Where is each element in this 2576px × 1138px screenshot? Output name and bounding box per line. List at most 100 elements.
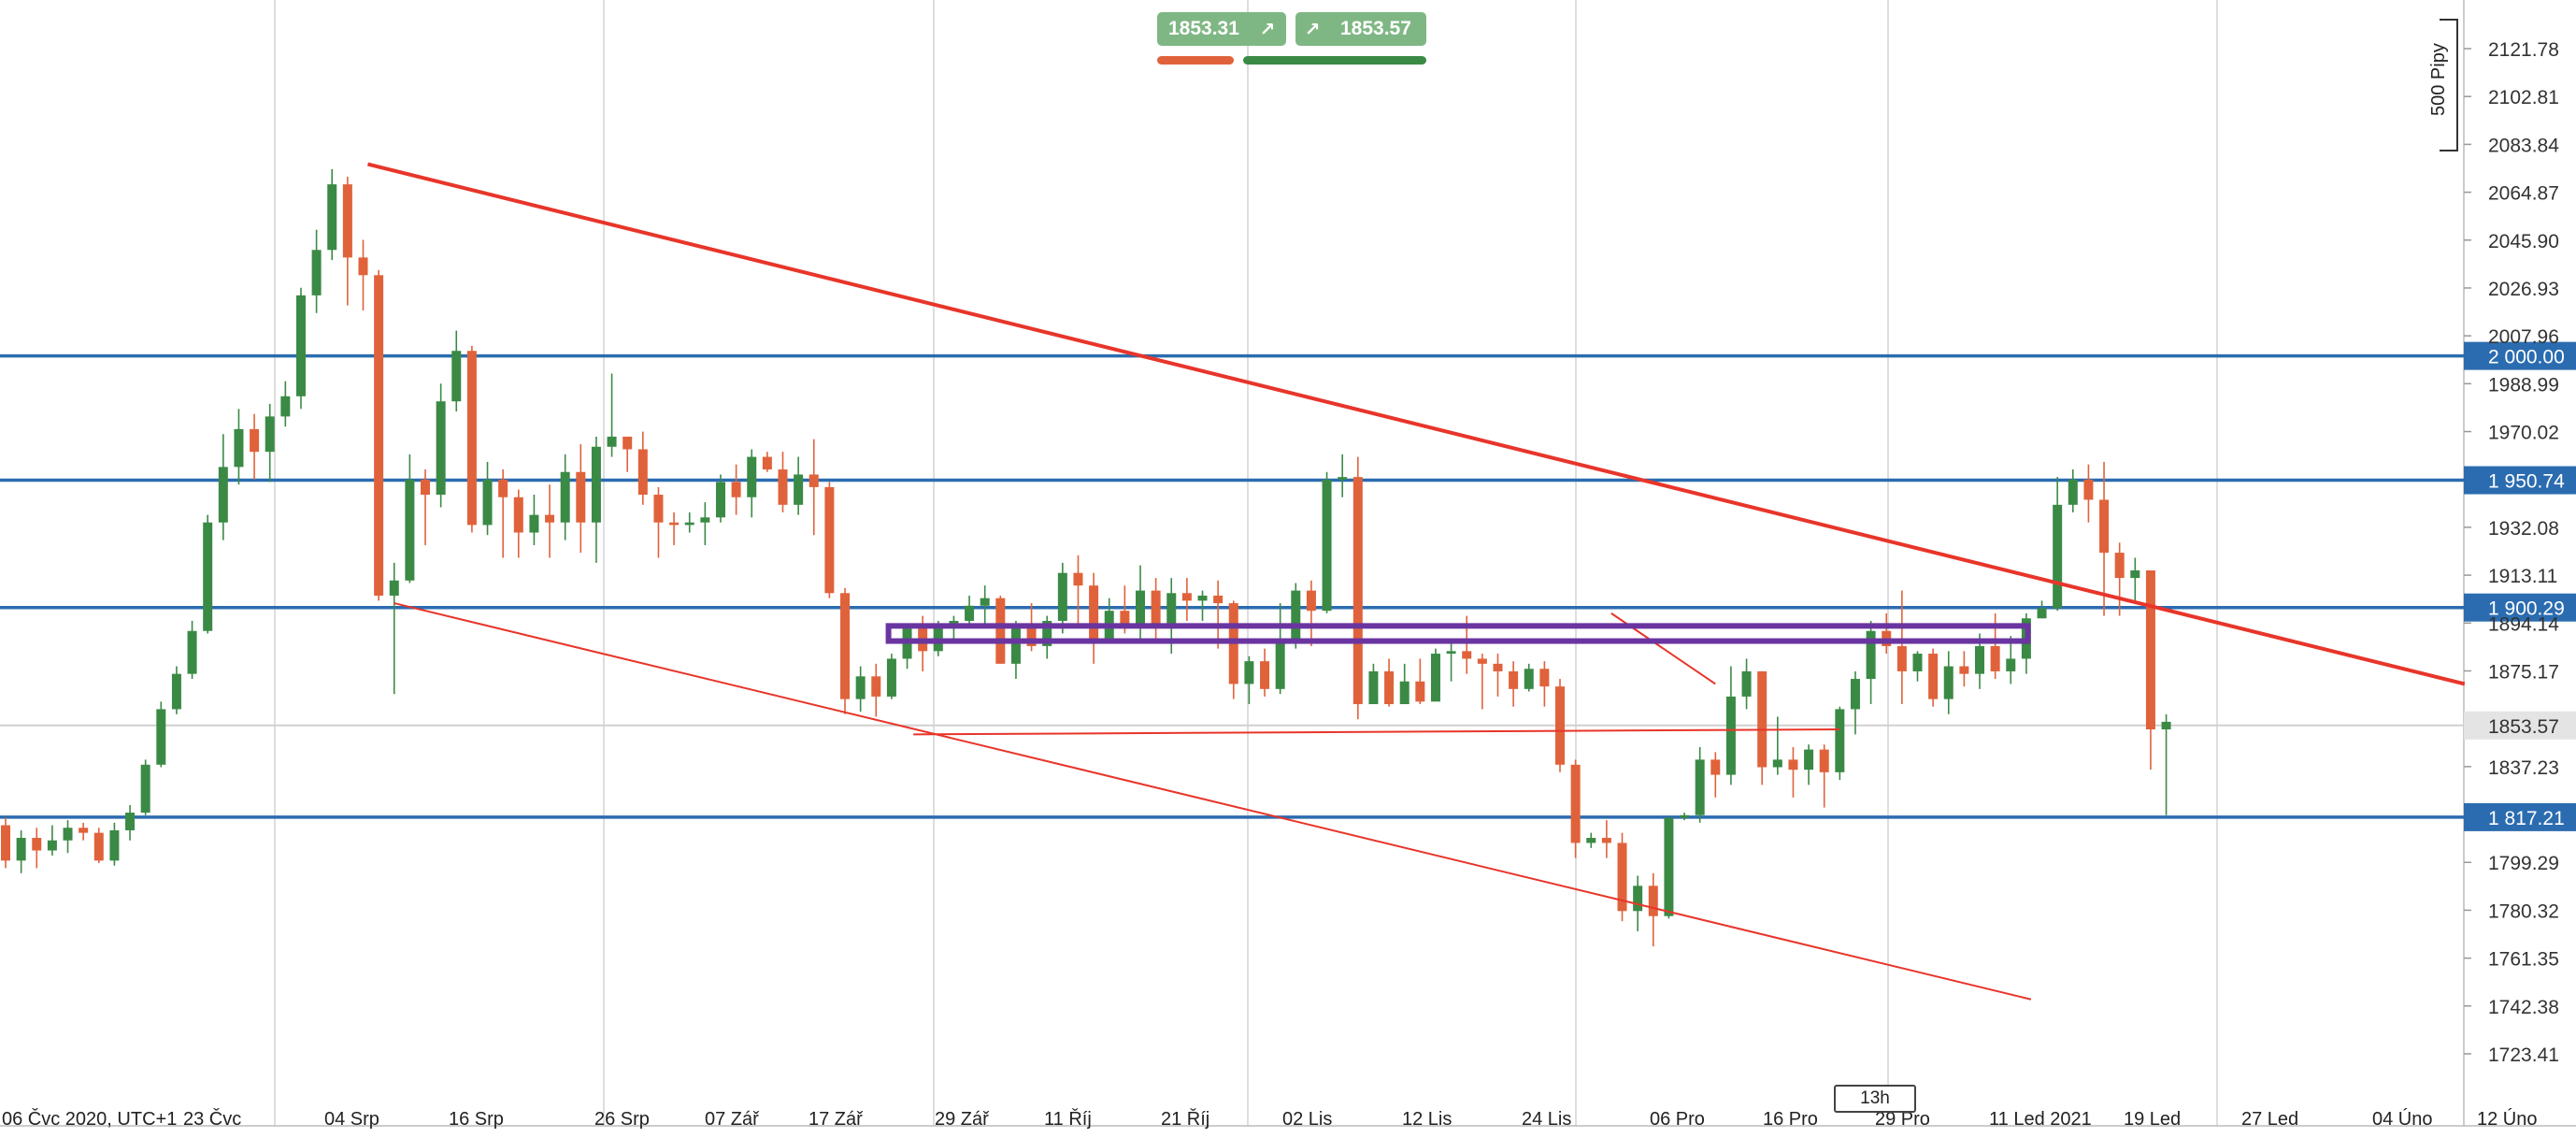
sell-sentiment-bar [1157, 56, 1234, 65]
candle-body [1338, 477, 1348, 480]
x-tick-label: 11 Říj [1044, 1108, 1092, 1130]
candle-body [1586, 838, 1596, 843]
candle-body [669, 522, 680, 526]
y-tick-label: 2083.84 [2488, 135, 2559, 156]
candle-body [1633, 886, 1643, 912]
candle-body [1368, 670, 1379, 705]
candle-body [1943, 666, 1953, 699]
x-tick-label: 23 Čvc [183, 1108, 241, 1130]
level-label: 2 000.00 [2488, 347, 2565, 368]
y-tick-label: 1932.08 [2488, 518, 2559, 540]
candle-body [623, 436, 633, 450]
candle-body [1524, 669, 1534, 689]
candle-body [1772, 759, 1782, 768]
x-tick-label: 29 Pro [1875, 1109, 1930, 1130]
candle-body [1710, 759, 1721, 775]
y-tick-label: 1780.32 [2488, 900, 2559, 922]
candle-body [1539, 669, 1550, 687]
candle-body [1850, 679, 1860, 710]
candle-body [1275, 643, 1285, 689]
candle-body [1975, 645, 1985, 674]
candle-body [1244, 661, 1254, 684]
arrow-up-right-icon: ↗ [1259, 19, 1276, 40]
buy-price-button[interactable]: ↗ 1853.57 [1295, 12, 1426, 46]
y-tick-label: 1742.38 [2488, 997, 2559, 1018]
x-tick-label: 19 Led [2124, 1109, 2181, 1130]
y-tick-label: 2026.93 [2488, 279, 2559, 300]
candle-body [327, 184, 337, 251]
candle-body [1089, 585, 1099, 644]
y-tick-label: 2045.90 [2488, 231, 2559, 252]
x-tick-label: 17 Zář [809, 1109, 864, 1130]
candle-body [591, 446, 601, 523]
candle-body [311, 250, 322, 295]
candle-body [886, 658, 896, 697]
y-tick-label: 1894.14 [2488, 613, 2559, 635]
candle-body [1415, 681, 1425, 702]
candle-body [1, 825, 10, 861]
y-tick-label: 1988.99 [2488, 374, 2559, 396]
candle-body [125, 813, 136, 830]
candle-body [980, 598, 990, 606]
x-tick-label: 16 Srp [449, 1109, 504, 1130]
candle-body [389, 580, 399, 596]
y-tick-label: 1761.35 [2488, 949, 2559, 971]
y-tick-label: 2007.96 [2488, 326, 2559, 348]
candle-body [762, 456, 772, 470]
candle-body [700, 517, 710, 523]
candle-body [2130, 569, 2140, 579]
candle-body [295, 295, 306, 396]
y-tick-label: 1913.11 [2488, 566, 2557, 587]
x-tick-label: 16 Pro [1763, 1109, 1818, 1130]
current-price-label: 1853.57 [2488, 716, 2559, 738]
candle-body [2053, 504, 2063, 609]
x-tick-label: 21 Říj [1161, 1108, 1209, 1130]
candle-body [1725, 696, 1736, 775]
candle-body [498, 479, 508, 497]
candle-body [250, 428, 260, 453]
candle-body [280, 396, 291, 417]
y-tick-label: 1875.17 [2488, 661, 2559, 683]
candle-body [140, 764, 150, 814]
candle-body [1680, 814, 1690, 818]
candle-body [358, 257, 368, 276]
x-tick-label: 06 Čvc 2020, UTC+1 [2, 1108, 177, 1130]
candle-body [684, 522, 694, 526]
candle-body [747, 456, 757, 497]
timeframe-indicator[interactable]: 13h [1834, 1085, 1916, 1113]
candle-body [731, 482, 741, 497]
level-label-bg [2464, 593, 2576, 622]
candle-body [482, 479, 493, 526]
candle-body [1617, 843, 1627, 912]
candle-body [1866, 630, 1876, 680]
candle-body [637, 449, 648, 496]
candle-body [529, 514, 539, 533]
candle-body [1509, 670, 1519, 689]
candle-body [342, 184, 352, 258]
candle-body [436, 401, 446, 496]
candle-body [545, 514, 555, 523]
candle-body [1026, 623, 1037, 646]
pip-scale-bracket [2440, 19, 2458, 151]
candle-body [2068, 479, 2078, 505]
x-tick-label: 07 Zář [705, 1109, 760, 1130]
candle-body [32, 838, 42, 851]
candle-body [871, 676, 881, 697]
candle-body [466, 351, 477, 526]
candle-body [2114, 553, 2125, 579]
candle-body [1306, 590, 1316, 612]
x-tick-label: 06 Pro [1650, 1109, 1705, 1130]
candle-body [1835, 709, 1845, 772]
y-tick-label: 2064.87 [2488, 183, 2559, 205]
drawings [366, 162, 2466, 1001]
x-tick-label: 11 Led 2021 [1989, 1109, 2092, 1130]
sell-price-button[interactable]: 1853.31 ↗ [1157, 12, 1286, 46]
horizontal-levels: 2 000.00 1 950.74 1 900.29 1 817.21 [0, 341, 2576, 831]
candle-body [1135, 590, 1145, 629]
candle-body [1384, 670, 1395, 705]
candle-body [234, 428, 244, 468]
candle-body [1990, 645, 2000, 671]
candle-body [1322, 479, 1332, 612]
